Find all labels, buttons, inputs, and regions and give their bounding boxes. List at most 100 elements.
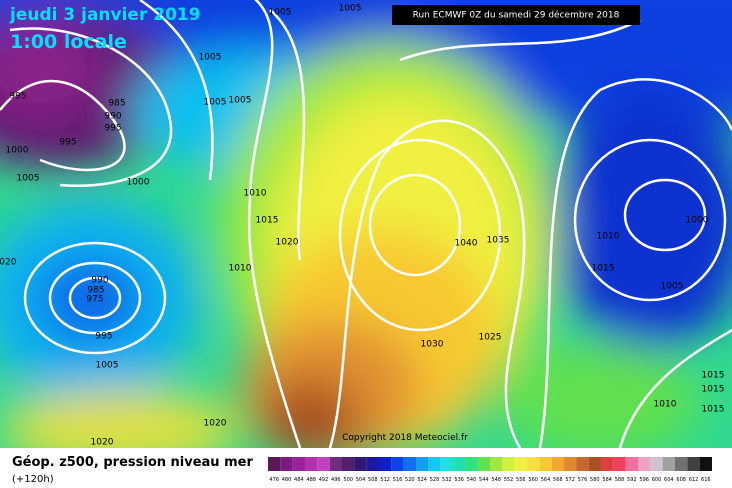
scale-label: 516 <box>393 477 403 483</box>
scale-label: 520 <box>405 477 415 483</box>
copyright: Copyright 2018 Meteociel.fr <box>342 433 468 443</box>
scale-swatch <box>539 457 552 471</box>
isobar-label: 1015 <box>702 405 725 415</box>
scale-label: 584 <box>602 477 612 483</box>
scale-label: 528 <box>430 477 440 483</box>
scale-swatch <box>551 457 564 471</box>
isobar-label: 1040 <box>455 239 478 249</box>
scale-label: 488 <box>306 477 316 483</box>
isobar-label: 990 <box>91 276 108 286</box>
isobar-label: 1005 <box>269 8 292 18</box>
isobar-label: 1000 <box>686 216 709 226</box>
scale-swatch <box>650 457 663 471</box>
scale-swatch <box>391 457 404 471</box>
map-background <box>0 0 732 448</box>
isobar-label: 995 <box>9 92 26 102</box>
date: jeudi 3 janvier 2019 <box>9 5 201 25</box>
scale-swatch <box>305 457 318 471</box>
scale-swatch <box>379 457 392 471</box>
isobar-label: 985 <box>108 99 125 109</box>
scale-label: 504 <box>356 477 366 483</box>
scale-label: 480 <box>282 477 292 483</box>
scale-swatch <box>440 457 453 471</box>
scale-swatch <box>638 457 651 471</box>
scale-swatch <box>514 457 527 471</box>
scale-swatch <box>490 457 503 471</box>
scale-swatch <box>687 457 700 471</box>
footer-title: Géop. z500, pression niveau mer <box>12 455 253 470</box>
isobar-label: 1005 <box>204 98 227 108</box>
isobar-label: 1010 <box>597 232 620 242</box>
isobar-label: 995 <box>95 332 112 342</box>
isobar-label: 1015 <box>702 385 725 395</box>
isobar-label: 1010 <box>654 400 677 410</box>
scale-swatch <box>699 457 712 471</box>
isobar-label: 1005 <box>199 53 222 63</box>
scale-label: 592 <box>627 477 637 483</box>
isobar-label: 1020 <box>91 438 114 448</box>
scale-swatch <box>342 457 355 471</box>
scale-swatch <box>453 457 466 471</box>
isobar-label: 1020 <box>276 238 299 248</box>
scale-swatch <box>662 457 675 471</box>
time: 1:00 locale <box>10 31 127 53</box>
scale-label: 604 <box>664 477 674 483</box>
scale-label: 548 <box>491 477 501 483</box>
scale-label: 544 <box>479 477 489 483</box>
scale-swatch <box>317 457 330 471</box>
scale-label: 572 <box>565 477 575 483</box>
scale-label: 484 <box>294 477 304 483</box>
scale-swatch <box>280 457 293 471</box>
isobar-label: 1035 <box>487 236 510 246</box>
scale-label: 596 <box>639 477 649 483</box>
scale-label: 500 <box>343 477 353 483</box>
scale-label: 524 <box>417 477 427 483</box>
run-box <box>392 5 640 25</box>
scale-label: 492 <box>319 477 329 483</box>
scale-swatch <box>502 457 515 471</box>
isobar-label: 985 <box>87 286 104 296</box>
isobar-label: 1005 <box>339 4 362 14</box>
scale-label: 568 <box>553 477 563 483</box>
isobar-label: 975 <box>86 295 103 305</box>
isobar-label: 995 <box>59 138 76 148</box>
scale-label: 496 <box>331 477 341 483</box>
isobar-label: 1015 <box>256 216 279 226</box>
scale-label: 580 <box>590 477 600 483</box>
scale-swatch <box>329 457 342 471</box>
isobar-label: 1025 <box>479 333 502 343</box>
scale-swatch <box>366 457 379 471</box>
scale-swatch <box>403 457 416 471</box>
scale-swatch <box>613 457 626 471</box>
scale-label: 564 <box>541 477 551 483</box>
scale-label: 552 <box>504 477 514 483</box>
scale-label: 560 <box>528 477 538 483</box>
scale-label: 508 <box>368 477 378 483</box>
isobar-label: 1020 <box>204 419 227 429</box>
scale-label: 616 <box>701 477 711 483</box>
scale-swatch <box>465 457 478 471</box>
isobar-label: 1005 <box>229 96 252 106</box>
isobar-label: 990 <box>104 112 121 122</box>
scale-label: 476 <box>269 477 279 483</box>
scale-swatch <box>564 457 577 471</box>
scale-label: 600 <box>652 477 662 483</box>
isobar-label: 995 <box>104 124 121 134</box>
isobar-label: 1000 <box>127 178 150 188</box>
scale-swatch <box>625 457 638 471</box>
scale-swatch <box>292 457 305 471</box>
scale-swatch <box>675 457 688 471</box>
scale-label: 512 <box>380 477 390 483</box>
isobar-label: 1005 <box>96 361 119 371</box>
scale-label: 588 <box>615 477 625 483</box>
isobar-label: 1030 <box>421 340 444 350</box>
isobar-label: 1010 <box>244 189 267 199</box>
scale-label: 536 <box>454 477 464 483</box>
scale-swatch <box>354 457 367 471</box>
isobars <box>0 0 732 448</box>
scale-swatch <box>477 457 490 471</box>
isobar-label: 1010 <box>229 264 252 274</box>
scale-label: 608 <box>676 477 686 483</box>
